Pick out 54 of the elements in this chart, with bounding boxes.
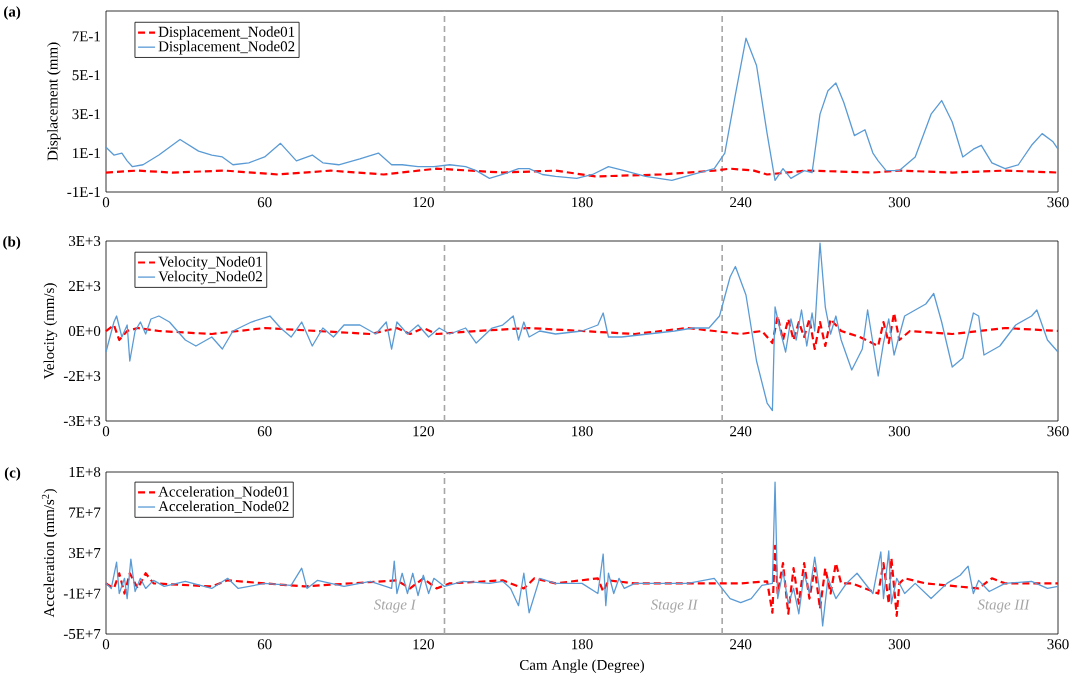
legend-label: Displacement_Node02: [158, 40, 295, 55]
y-tick-label: 2E+3: [68, 280, 101, 292]
line-series: [104, 544, 1060, 617]
y-tick-label: -3E+3: [63, 415, 101, 427]
legend-label: Displacement_Node01: [158, 26, 295, 40]
x-tick-label: 300: [888, 426, 910, 437]
x-tick-label: 300: [888, 639, 910, 650]
y-axis-title: Acceleration (mm/s$^{2}$): [41, 489, 58, 618]
x-tick-label: 120: [413, 197, 434, 208]
y-tick-label: -1E+7: [63, 588, 101, 599]
annotation: Stage I: [373, 599, 417, 613]
x-tick-label: 120: [413, 639, 434, 650]
x-tick-label: 240: [730, 197, 752, 208]
y-tick-label: 3E-1: [72, 109, 100, 120]
y-tick-label: 1E+8: [69, 466, 101, 478]
chart-title: (a): [4, 6, 21, 20]
x-tick-label: 180: [572, 197, 593, 208]
y-tick-label: 3E+7: [69, 547, 101, 559]
x-tick-label: 180: [572, 639, 593, 650]
line-series: [105, 481, 1059, 627]
y-tick-label: -5E+7: [63, 629, 101, 639]
x-tick-label: 60: [257, 426, 272, 437]
legend-label: Acceleration_Node01: [158, 486, 289, 499]
y-axis-title: Velocity (mm/s): [43, 283, 58, 380]
legend-label: Velocity_Node01: [158, 256, 262, 270]
x-axis-title: Cam Angle (Degree): [519, 659, 644, 674]
x-tick-label: 240: [730, 639, 752, 650]
x-tick-label: 0: [102, 639, 110, 650]
chart-title: (c): [4, 467, 21, 481]
x-tick-label: 360: [1047, 639, 1069, 650]
x-tick-label: 120: [413, 426, 434, 437]
x-tick-label: 300: [888, 197, 910, 208]
y-tick-label: 0E+0: [68, 325, 101, 337]
y-tick-label: 7E+7: [69, 507, 101, 518]
x-tick-label: 240: [730, 426, 752, 437]
y-axis-title: Displacement (mm): [47, 42, 61, 161]
x-tick-label: 180: [572, 426, 593, 437]
legend-label: Velocity_Node02: [158, 270, 262, 285]
y-tick-label: -2E+3: [63, 370, 101, 382]
y-tick-label: 1E-1: [73, 148, 100, 159]
annotation: Stage III: [977, 599, 1030, 613]
x-tick-label: 60: [257, 197, 272, 208]
y-tick-label: 7E-1: [72, 31, 100, 42]
x-tick-label: 360: [1047, 197, 1069, 208]
y-tick-label: 3E+3: [69, 235, 101, 247]
x-tick-label: 0: [102, 197, 110, 208]
x-tick-label: 60: [257, 639, 272, 650]
x-tick-label: 360: [1047, 426, 1069, 437]
legend-label: Acceleration_Node02: [158, 500, 289, 514]
annotation: Stage II: [650, 599, 699, 613]
y-tick-label: 5E-1: [72, 70, 100, 81]
y-tick-label: -1E-1: [67, 187, 100, 197]
x-tick-label: 0: [102, 426, 110, 437]
chart-title: (b): [3, 236, 21, 250]
